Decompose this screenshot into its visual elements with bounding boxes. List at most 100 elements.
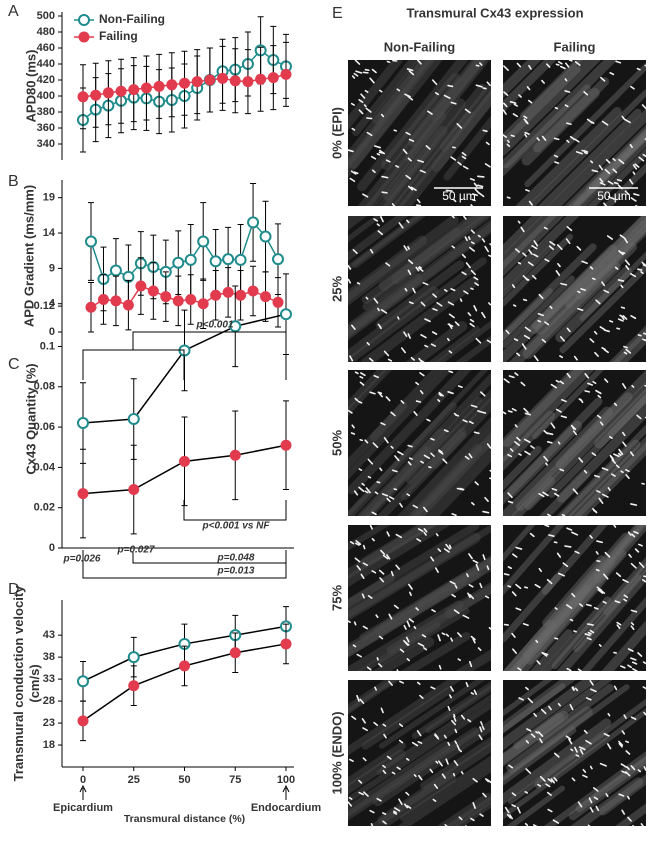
junction bbox=[537, 312, 544, 317]
junction bbox=[428, 466, 432, 469]
fiber bbox=[348, 60, 436, 170]
fiber bbox=[397, 763, 491, 826]
junction bbox=[524, 131, 530, 135]
junction bbox=[512, 113, 519, 118]
junction bbox=[412, 504, 419, 509]
junction bbox=[521, 343, 527, 350]
junction bbox=[362, 727, 368, 732]
junction bbox=[364, 439, 369, 444]
junction bbox=[379, 325, 382, 330]
junction bbox=[376, 481, 381, 484]
bracket bbox=[82, 550, 287, 579]
fiber bbox=[348, 680, 462, 756]
junction bbox=[358, 779, 363, 784]
junction bbox=[405, 131, 411, 136]
micrograph bbox=[348, 216, 491, 362]
fiber bbox=[587, 147, 646, 206]
junction bbox=[403, 331, 408, 337]
y-tick-label: 380 bbox=[37, 106, 55, 118]
junction bbox=[620, 306, 626, 309]
junction bbox=[381, 493, 389, 497]
row-label: 50% bbox=[329, 430, 344, 456]
fiber bbox=[444, 581, 491, 619]
junction bbox=[481, 725, 485, 731]
junction bbox=[437, 548, 442, 552]
fiber bbox=[348, 741, 407, 787]
junction bbox=[596, 490, 601, 494]
junction bbox=[592, 787, 599, 792]
fiber bbox=[503, 288, 553, 342]
junction bbox=[632, 171, 636, 175]
junction bbox=[417, 642, 425, 647]
micrograph bbox=[503, 370, 646, 516]
junction bbox=[425, 145, 431, 150]
y-tick-label: 440 bbox=[37, 58, 55, 70]
junction bbox=[413, 774, 417, 778]
junction bbox=[457, 161, 462, 166]
junction bbox=[407, 246, 410, 250]
junction bbox=[598, 164, 604, 171]
junction bbox=[523, 118, 529, 124]
junction bbox=[462, 165, 469, 170]
fiber bbox=[439, 80, 491, 152]
marker bbox=[229, 647, 241, 659]
junction bbox=[596, 414, 602, 419]
junction bbox=[374, 686, 377, 691]
marker bbox=[160, 291, 172, 303]
fiber bbox=[348, 370, 472, 495]
junction bbox=[369, 248, 374, 254]
junction bbox=[566, 667, 572, 671]
junction bbox=[621, 730, 626, 735]
junction bbox=[445, 189, 453, 192]
fiber bbox=[356, 428, 447, 516]
junction bbox=[380, 309, 388, 314]
junction bbox=[601, 120, 609, 126]
junction bbox=[407, 461, 412, 466]
fiber bbox=[436, 792, 491, 826]
junction bbox=[547, 778, 553, 783]
junction bbox=[432, 798, 437, 802]
fiber bbox=[348, 600, 464, 671]
junction bbox=[528, 249, 533, 255]
junction bbox=[522, 298, 528, 302]
junction bbox=[416, 198, 421, 204]
junction bbox=[351, 75, 356, 79]
junction bbox=[458, 816, 463, 821]
junction bbox=[643, 711, 646, 717]
junction bbox=[565, 238, 571, 245]
junction bbox=[555, 270, 561, 276]
marker bbox=[234, 253, 247, 266]
junction bbox=[477, 184, 484, 188]
fiber bbox=[525, 381, 646, 511]
junction bbox=[643, 332, 646, 335]
junction bbox=[614, 600, 621, 604]
junction bbox=[547, 513, 552, 516]
row-label-group: 100% (ENDO) bbox=[329, 711, 344, 794]
fiber bbox=[360, 525, 437, 567]
fiber bbox=[556, 404, 646, 503]
marker bbox=[272, 253, 284, 266]
fiber bbox=[515, 107, 622, 206]
junction bbox=[574, 550, 580, 554]
junction bbox=[362, 625, 368, 630]
junction bbox=[553, 154, 559, 158]
fiber bbox=[503, 216, 557, 270]
junction bbox=[477, 175, 485, 178]
junction bbox=[398, 723, 404, 728]
junction bbox=[621, 809, 626, 815]
junction bbox=[578, 457, 584, 463]
junction bbox=[550, 383, 557, 389]
fiber bbox=[568, 757, 646, 821]
junction bbox=[356, 694, 360, 702]
junction bbox=[630, 85, 635, 90]
junction bbox=[371, 537, 375, 542]
junction bbox=[627, 664, 633, 669]
junction bbox=[484, 496, 489, 502]
junction bbox=[398, 222, 404, 229]
junction bbox=[514, 424, 518, 428]
junction bbox=[513, 103, 518, 107]
junction bbox=[598, 497, 604, 504]
fiber bbox=[503, 718, 612, 805]
junction bbox=[605, 158, 611, 164]
arrow bbox=[282, 784, 290, 800]
